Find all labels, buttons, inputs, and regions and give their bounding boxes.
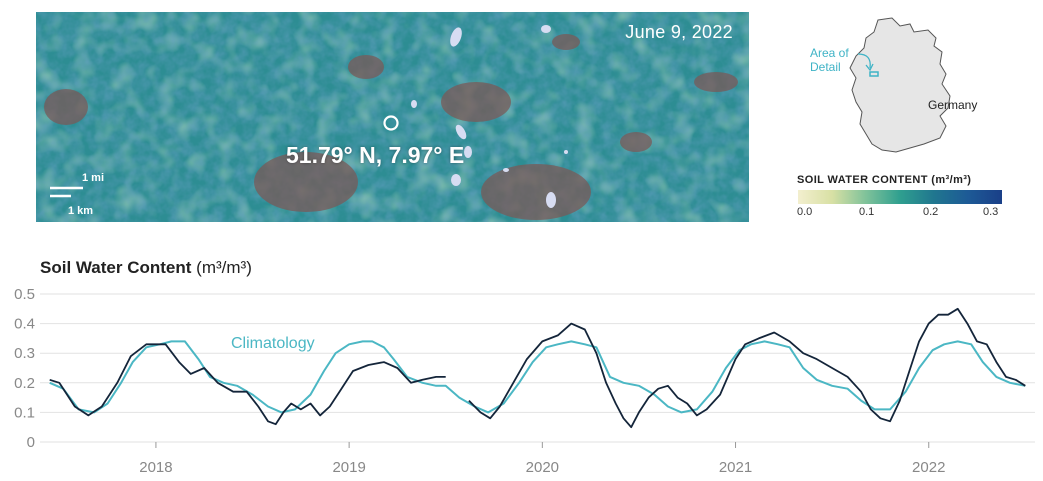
- legend-color-ramp: [798, 190, 1002, 204]
- soil-water-chart: 0 0.1 0.2 0.3 0.4 0.5 2018 2019 2020 2021 2022 Cl…: [14, 286, 1035, 476]
- legend-tick: 0.3: [983, 206, 999, 218]
- y-axis: 0 0.1 0.2 0.3 0.4 0.5: [14, 286, 35, 451]
- observed-line: [468, 307, 1026, 429]
- scale-label-miles: 1 mi: [82, 172, 105, 184]
- y-tick-label: 0.4: [14, 316, 35, 333]
- legend-tick: 0.2: [923, 206, 939, 218]
- map-image: [36, 12, 749, 222]
- y-tick-label: 0.2: [14, 375, 35, 392]
- scale-bar: [50, 186, 83, 198]
- grid-lines: [40, 293, 1035, 443]
- legend-title: SOIL WATER CONTENT (m³/m³): [797, 174, 972, 186]
- chart-title: Soil Water Content (m³/m³): [40, 258, 252, 277]
- germany-outline: [849, 17, 951, 153]
- country-label: Germany: [928, 98, 978, 112]
- climatology-label: Climatology: [231, 335, 315, 352]
- y-tick-label: 0.3: [14, 345, 35, 362]
- area-of-detail-box: [869, 71, 879, 77]
- y-tick-label: 0.5: [14, 286, 35, 303]
- series-lines: [49, 307, 1026, 429]
- area-of-detail-label: Area of Detail: [810, 46, 849, 74]
- location-marker: [383, 115, 399, 131]
- scale-label-km: 1 km: [68, 205, 94, 217]
- map-date: June 9, 2022: [625, 22, 733, 42]
- locator-map: Area of Detail Germany: [800, 12, 1010, 162]
- x-axis: 2018 2019 2020 2021 2022: [139, 442, 945, 476]
- x-tick-label: 2022: [912, 459, 945, 476]
- climatology-line: [49, 340, 1026, 414]
- area-arrow: [857, 53, 871, 69]
- map-coordinates: 51.79° N, 7.97° E: [286, 142, 465, 168]
- urban-areas: [44, 34, 738, 220]
- x-tick-label: 2018: [139, 459, 172, 476]
- y-tick-label: 0.1: [14, 404, 35, 421]
- x-tick-label: 2021: [719, 459, 752, 476]
- x-tick-label: 2019: [332, 459, 365, 476]
- soil-moisture-map[interactable]: June 9, 2022 51.79° N, 7.97° E 1 mi 1 km: [36, 12, 749, 222]
- legend-tick: 0.0: [797, 206, 813, 218]
- water-bodies: [411, 25, 568, 208]
- observed-line: [49, 343, 446, 426]
- y-tick-label: 0: [27, 434, 35, 451]
- chart-title-unit: (m³/m³): [196, 258, 252, 277]
- color-legend: SOIL WATER CONTENT (m³/m³) 0.0 0.1 0.2 0…: [797, 174, 1007, 222]
- x-tick-label: 2020: [526, 459, 559, 476]
- legend-tick: 0.1: [859, 206, 875, 218]
